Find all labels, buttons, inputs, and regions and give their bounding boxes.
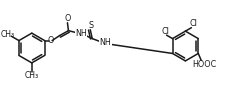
- Text: Cl: Cl: [161, 27, 169, 36]
- Text: CH₃: CH₃: [1, 30, 15, 39]
- Text: O: O: [64, 14, 70, 23]
- Text: HOOC: HOOC: [191, 60, 215, 69]
- Text: NH: NH: [99, 38, 111, 47]
- Text: NH: NH: [75, 29, 86, 38]
- Text: Cl: Cl: [189, 19, 196, 28]
- Text: O: O: [47, 36, 54, 45]
- Text: CH₃: CH₃: [25, 71, 39, 80]
- Text: S: S: [88, 21, 93, 30]
